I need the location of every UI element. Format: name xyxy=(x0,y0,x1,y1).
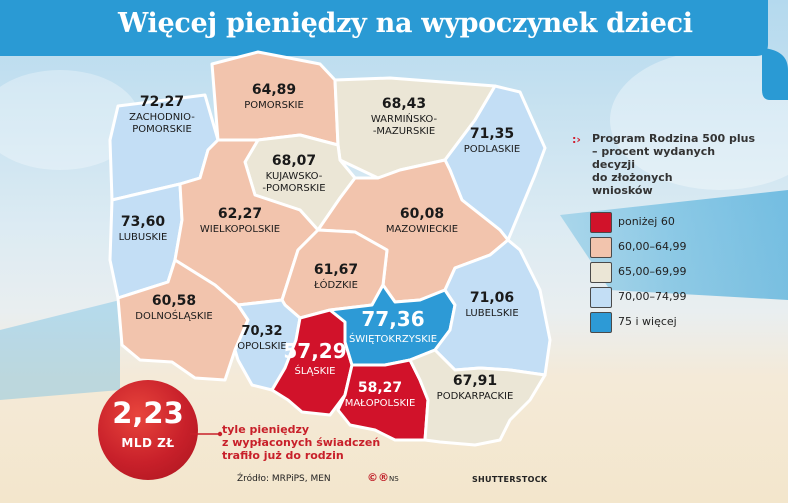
region-value: 68,43 xyxy=(382,96,426,112)
region-name: DOLNOŚLĄSKIE xyxy=(135,309,212,322)
region-value: 71,06 xyxy=(470,290,514,306)
region-value: 64,89 xyxy=(252,82,296,98)
region-name: LUBUSKIE xyxy=(119,232,168,243)
legend-heading-line: do złożonych xyxy=(592,171,673,184)
total-amount-note: tyle pieniędzy z wypłaconych świadczeń t… xyxy=(222,423,380,462)
legend-label: 65,00–69,99 xyxy=(618,265,687,278)
region-name: KUJAWSKO- xyxy=(266,171,323,182)
region-value: 57,29 xyxy=(283,339,346,363)
region-name: MAŁOPOLSKIE xyxy=(345,398,416,409)
region-value: 60,08 xyxy=(400,206,444,222)
legend-label: 60,00–64,99 xyxy=(618,240,687,253)
legend-item: 75 i więcej xyxy=(590,312,780,333)
region-name: LUBELSKIE xyxy=(465,308,518,319)
total-amount-value: 2,23 xyxy=(112,396,184,430)
title-bar-tab xyxy=(762,48,788,100)
region-name: POMORSKIE xyxy=(244,100,304,111)
legend-swatch xyxy=(590,237,612,258)
region-value: 67,91 xyxy=(453,373,497,389)
note-line: z wypłaconych świadczeń xyxy=(222,436,381,449)
total-amount-badge: 2,23 MLD ZŁ xyxy=(98,380,198,480)
legend-label: 75 i więcej xyxy=(618,315,677,328)
photo-credit: SHUTTERSTOCK xyxy=(472,475,548,484)
legend-item: 70,00–74,99 xyxy=(590,287,780,308)
note-line: trafiło już do rodzin xyxy=(222,449,344,462)
region-value: 58,27 xyxy=(358,380,402,396)
cloud xyxy=(610,50,788,190)
region-value: 70,32 xyxy=(241,324,282,339)
sea-band xyxy=(560,190,788,300)
legend-item: 65,00–69,99 xyxy=(590,262,780,283)
cloud xyxy=(0,70,140,170)
region-value: 68,07 xyxy=(272,153,316,169)
region-name: ZACHODNIO- xyxy=(129,112,195,123)
region-name: WARMIŃSKO- xyxy=(371,112,438,125)
page-title: Więcej pieniędzy na wypoczynek dzieci xyxy=(118,8,693,39)
region-value: 77,36 xyxy=(361,307,424,331)
region-value: 61,67 xyxy=(314,262,358,278)
region-value: 71,35 xyxy=(470,126,514,142)
legend-heading-line: – procent wydanych xyxy=(592,145,716,158)
region-name: ŁÓDZKIE xyxy=(313,278,358,291)
legend-heading-line: wniosków xyxy=(592,184,653,197)
region-name: POMORSKIE xyxy=(132,124,192,135)
region-value: 72,27 xyxy=(140,94,184,110)
total-amount-unit: MLD ZŁ xyxy=(121,436,175,450)
region-name: -MAZURSKIE xyxy=(373,126,435,137)
region-name: -POMORSKIE xyxy=(262,183,325,194)
legend-item: poniżej 60 xyxy=(590,212,780,233)
legend-label: 70,00–74,99 xyxy=(618,290,687,303)
legend-heading-line: Program Rodzina 500 plus xyxy=(592,132,756,145)
publisher-logo: ©® xyxy=(367,471,389,484)
legend-item: 60,00–64,99 xyxy=(590,237,780,258)
source-text: Źródło: MRPiPS, MEN xyxy=(237,474,331,484)
legend: :› Program Rodzina 500 plus – procent wy… xyxy=(572,132,782,333)
region-name: ŚLĄSKIE xyxy=(295,364,336,377)
region-name: OPOLSKIE xyxy=(237,341,287,352)
region-name: PODLASKIE xyxy=(464,144,520,155)
title-bar xyxy=(0,0,768,56)
pointer-line xyxy=(190,431,223,437)
sea-band-left xyxy=(0,300,120,400)
legend-bullet-icon: :› xyxy=(572,133,581,146)
legend-swatch xyxy=(590,287,612,308)
region-name: ŚWIĘTOKRZYSKIE xyxy=(349,332,437,345)
region-podkarpackie xyxy=(408,348,547,447)
legend-label: poniżej 60 xyxy=(618,215,675,228)
legend-swatch xyxy=(590,262,612,283)
region-name: PODKARPACKIE xyxy=(437,391,514,402)
region-value: 62,27 xyxy=(218,206,262,222)
region-name: MAZOWIECKIE xyxy=(386,224,458,235)
legend-swatch xyxy=(590,312,612,333)
legend-swatch xyxy=(590,212,612,233)
publisher-logo-suffix: NS xyxy=(389,475,399,483)
region-value: 60,58 xyxy=(152,293,196,309)
legend-heading: :› Program Rodzina 500 plus – procent wy… xyxy=(572,132,782,197)
region-name: WIELKOPOLSKIE xyxy=(200,224,280,235)
note-line: tyle pieniędzy xyxy=(222,423,310,436)
region-value: 73,60 xyxy=(121,214,166,230)
region-pomorskie xyxy=(210,50,340,147)
legend-heading-line: decyzji xyxy=(592,158,635,171)
